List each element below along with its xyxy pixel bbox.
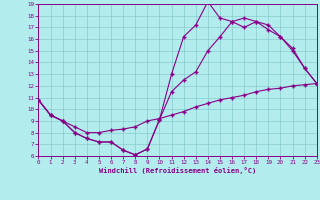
X-axis label: Windchill (Refroidissement éolien,°C): Windchill (Refroidissement éolien,°C) bbox=[99, 167, 256, 174]
